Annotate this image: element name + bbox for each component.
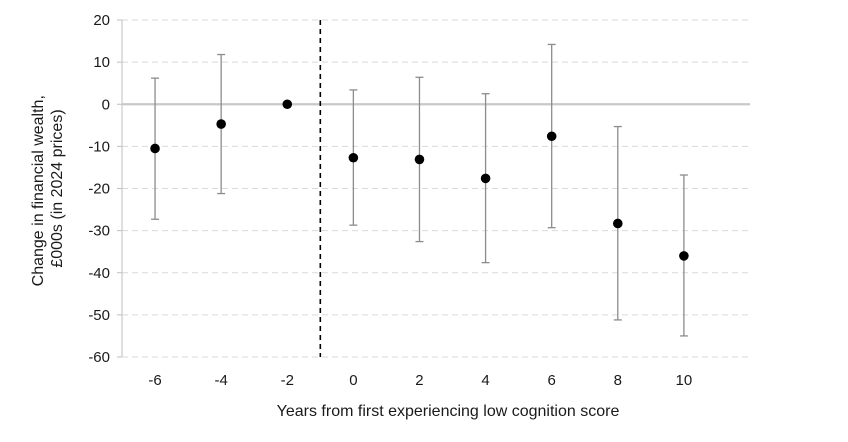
y-axis-ticks: 20 10 0 -10 -20 -30 -40 -50 -60 <box>88 12 122 366</box>
data-point <box>480 173 491 184</box>
y-axis-title: Change in financial wealth, £000s (in 20… <box>30 91 66 287</box>
y-tick-label: 20 <box>93 12 110 29</box>
y-tick-label: -60 <box>88 349 110 366</box>
x-tick-label: -6 <box>148 372 161 389</box>
x-axis-ticks: -6 -4 -2 0 2 4 6 8 10 <box>148 372 692 389</box>
data-point <box>282 99 293 110</box>
x-tick-label: 4 <box>481 372 489 389</box>
x-tick-label: 8 <box>614 372 622 389</box>
x-tick-label: 6 <box>548 372 556 389</box>
error-bars <box>151 43 688 337</box>
y-tick-label: -10 <box>88 138 110 155</box>
data-point <box>414 154 425 165</box>
data-point <box>612 218 623 229</box>
x-tick-label: 2 <box>415 372 423 389</box>
data-point <box>546 131 557 142</box>
x-tick-label: 10 <box>676 372 693 389</box>
gridlines <box>122 19 750 358</box>
data-point <box>216 119 226 129</box>
y-axis-title-line-1: Change in financial wealth, <box>30 95 47 286</box>
data-point <box>679 251 689 261</box>
data-points <box>150 99 689 261</box>
y-tick-label: -50 <box>88 307 110 324</box>
y-tick-label: 10 <box>93 54 110 71</box>
y-tick-label: -30 <box>88 223 110 240</box>
x-tick-label: -4 <box>214 372 227 389</box>
y-tick-label: -40 <box>88 265 110 282</box>
x-tick-label: -2 <box>281 372 294 389</box>
y-axis-title-line-2: £000s (in 2024 prices) <box>49 109 66 267</box>
data-point <box>150 143 160 154</box>
x-tick-label: 0 <box>349 372 357 389</box>
y-tick-label: -20 <box>88 181 110 198</box>
y-tick-label: 0 <box>102 96 110 113</box>
data-point <box>348 152 359 163</box>
x-axis-title: Years from first experiencing low cognit… <box>277 403 620 420</box>
